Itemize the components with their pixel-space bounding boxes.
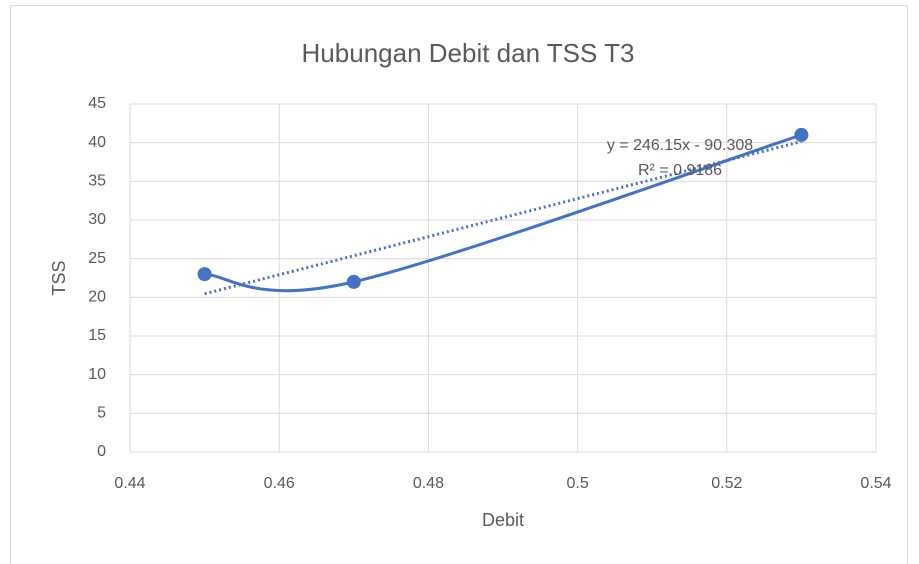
y-tick-label: 15 <box>88 327 106 344</box>
x-tick-label: 0.48 <box>413 475 444 492</box>
y-tick-label: 10 <box>88 366 106 383</box>
x-tick-label: 0.5 <box>566 475 588 492</box>
x-tick-label: 0.52 <box>711 475 742 492</box>
y-tick-label: 0 <box>97 443 106 460</box>
x-axis-label: Debit <box>482 510 524 530</box>
y-tick-label: 30 <box>88 211 106 228</box>
trendline-equation: y = 246.15x - 90.308 <box>607 137 753 154</box>
y-tick-label: 20 <box>88 289 106 306</box>
chart-title: Hubungan Debit dan TSS T3 <box>302 38 635 68</box>
y-tick-label: 5 <box>97 405 106 422</box>
x-tick-label: 0.54 <box>860 475 891 492</box>
chart-border <box>10 5 908 564</box>
y-axis-label: TSS <box>49 260 69 295</box>
data-point <box>197 267 212 282</box>
x-tick-label: 0.46 <box>264 475 295 492</box>
y-tick-label: 25 <box>88 250 106 267</box>
y-tick-label: 35 <box>88 173 106 190</box>
y-tick-label: 45 <box>88 95 106 112</box>
data-point <box>794 127 809 142</box>
data-point <box>346 274 361 289</box>
x-tick-label: 0.44 <box>114 475 145 492</box>
trendline-r-squared: R² = 0.9186 <box>638 162 722 179</box>
y-tick-label: 40 <box>88 134 106 151</box>
